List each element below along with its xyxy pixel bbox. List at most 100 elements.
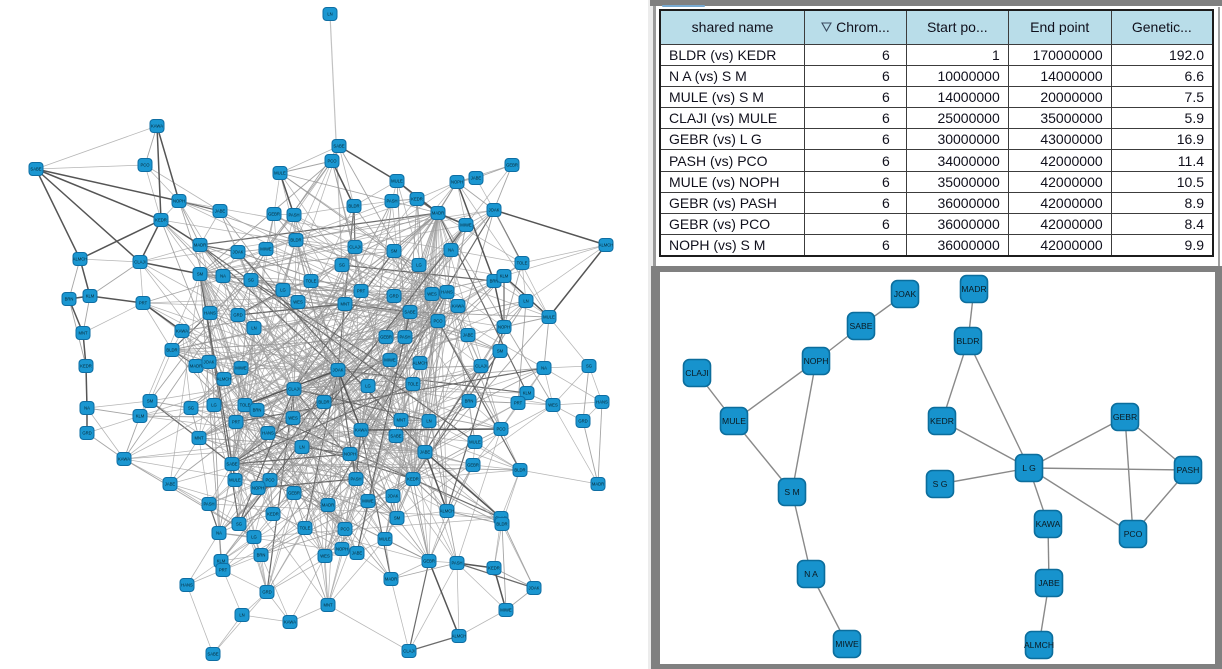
svg-text:MIWE: MIWE	[460, 223, 472, 228]
svg-text:HANS: HANS	[262, 431, 274, 436]
svg-text:MULE: MULE	[469, 440, 481, 445]
svg-text:BRN: BRN	[65, 297, 74, 302]
svg-text:HANS: HANS	[596, 400, 608, 405]
svg-text:SM: SM	[497, 349, 504, 354]
svg-text:MADR: MADR	[194, 243, 206, 248]
svg-text:KLM: KLM	[217, 559, 226, 564]
svg-text:CLAJI: CLAJI	[288, 387, 299, 392]
svg-text:SG: SG	[248, 278, 254, 283]
svg-text:JABE: JABE	[352, 551, 363, 556]
svg-text:ALMCH: ALMCH	[73, 257, 88, 262]
svg-text:LG: LG	[280, 288, 286, 293]
svg-text:SM: SM	[147, 399, 154, 404]
svg-text:BRN: BRN	[257, 553, 266, 558]
svg-text:LN: LN	[426, 419, 431, 424]
svg-text:MIWE: MIWE	[260, 247, 272, 252]
svg-text:PCO: PCO	[496, 427, 506, 432]
svg-text:SG: SG	[188, 406, 194, 411]
svg-text:JABE: JABE	[463, 333, 474, 338]
svg-text:PASH: PASH	[451, 561, 462, 566]
svg-text:LG: LG	[211, 403, 217, 408]
svg-text:PRT: PRT	[232, 420, 241, 425]
svg-text:LN: LN	[327, 12, 332, 17]
svg-text:BLDR: BLDR	[290, 238, 301, 243]
svg-text:JABE: JABE	[165, 482, 176, 487]
svg-text:MULE: MULE	[391, 179, 403, 184]
svg-text:GRD: GRD	[389, 294, 398, 299]
svg-text:KAWA: KAWA	[284, 620, 296, 625]
svg-text:MNT: MNT	[396, 418, 406, 423]
svg-text:MIWE: MIWE	[500, 608, 512, 613]
svg-text:PCO: PCO	[265, 478, 275, 483]
svg-text:MIWE: MIWE	[835, 639, 859, 649]
svg-text:JABE: JABE	[420, 450, 431, 455]
svg-text:SABE: SABE	[30, 167, 41, 172]
svg-text:PASH: PASH	[399, 335, 410, 340]
svg-text:TOLE: TOLE	[517, 261, 528, 266]
svg-text:BLDR: BLDR	[318, 400, 329, 405]
svg-text:SM: SM	[391, 249, 398, 254]
svg-text:KAWA: KAWA	[355, 428, 367, 433]
svg-text:CLAJI: CLAJI	[685, 368, 708, 378]
svg-text:LG: LG	[416, 263, 422, 268]
svg-text:PCO: PCO	[340, 527, 350, 532]
svg-text:WES: WES	[320, 554, 330, 559]
svg-text:NOPH: NOPH	[498, 325, 510, 330]
svg-text:LN: LN	[299, 445, 304, 450]
svg-text:L G: L G	[1022, 463, 1036, 473]
svg-text:KAWA: KAWA	[118, 457, 130, 462]
svg-text:HANS: HANS	[441, 290, 453, 295]
svg-text:WES: WES	[288, 416, 298, 421]
svg-text:PCO: PCO	[433, 319, 443, 324]
svg-text:PCO: PCO	[1124, 529, 1143, 539]
svg-text:KEDR: KEDR	[155, 218, 167, 223]
svg-text:N A: N A	[804, 569, 818, 579]
svg-text:GEBR: GEBR	[423, 559, 435, 564]
svg-text:WES: WES	[427, 292, 437, 297]
svg-text:GEBR: GEBR	[380, 335, 392, 340]
svg-text:SM: SM	[394, 516, 401, 521]
svg-text:JOAK: JOAK	[388, 494, 399, 499]
svg-text:JOAK: JOAK	[529, 586, 540, 591]
svg-text:BLDR: BLDR	[166, 348, 177, 353]
svg-text:SABE: SABE	[390, 434, 401, 439]
svg-text:GEBR: GEBR	[268, 212, 280, 217]
svg-text:LN: LN	[239, 613, 244, 618]
svg-text:GEBR: GEBR	[506, 163, 518, 168]
svg-text:JOAK: JOAK	[894, 289, 917, 299]
svg-text:NA: NA	[216, 531, 222, 536]
svg-text:NA: NA	[541, 366, 547, 371]
svg-text:SG: SG	[339, 263, 345, 268]
svg-text:PASH: PASH	[1177, 465, 1200, 475]
svg-text:NOPH: NOPH	[173, 199, 185, 204]
svg-text:S M: S M	[784, 487, 799, 497]
svg-text:SG: SG	[586, 364, 592, 369]
svg-text:GEBR: GEBR	[1113, 412, 1137, 422]
svg-text:S G: S G	[933, 479, 948, 489]
svg-text:JABE: JABE	[215, 209, 226, 214]
svg-text:KAWA: KAWA	[151, 124, 163, 129]
svg-text:MADR: MADR	[432, 211, 444, 216]
svg-text:PASH: PASH	[386, 199, 397, 204]
svg-text:PRT: PRT	[357, 289, 366, 294]
svg-text:BRN: BRN	[253, 408, 262, 413]
svg-text:BRN: BRN	[465, 399, 474, 404]
svg-text:GEBR: GEBR	[467, 463, 479, 468]
svg-text:GEBR: GEBR	[288, 491, 300, 496]
svg-text:MULE: MULE	[543, 315, 555, 320]
svg-text:WES: WES	[548, 403, 558, 408]
svg-text:MULE: MULE	[379, 537, 391, 542]
svg-text:TOLE: TOLE	[306, 279, 317, 284]
svg-text:SABE: SABE	[207, 652, 218, 657]
svg-text:JOAK: JOAK	[333, 368, 344, 373]
svg-text:GRD: GRD	[262, 590, 271, 595]
svg-text:MULE: MULE	[274, 171, 286, 176]
svg-text:HANS: HANS	[181, 583, 193, 588]
svg-text:BLDR: BLDR	[514, 468, 525, 473]
svg-text:NA: NA	[84, 406, 90, 411]
svg-text:HANS: HANS	[204, 311, 216, 316]
svg-text:MADR: MADR	[385, 577, 397, 582]
svg-text:NA: NA	[220, 274, 226, 279]
svg-text:JOAK: JOAK	[489, 208, 500, 213]
svg-text:CLAJI: CLAJI	[134, 260, 145, 265]
